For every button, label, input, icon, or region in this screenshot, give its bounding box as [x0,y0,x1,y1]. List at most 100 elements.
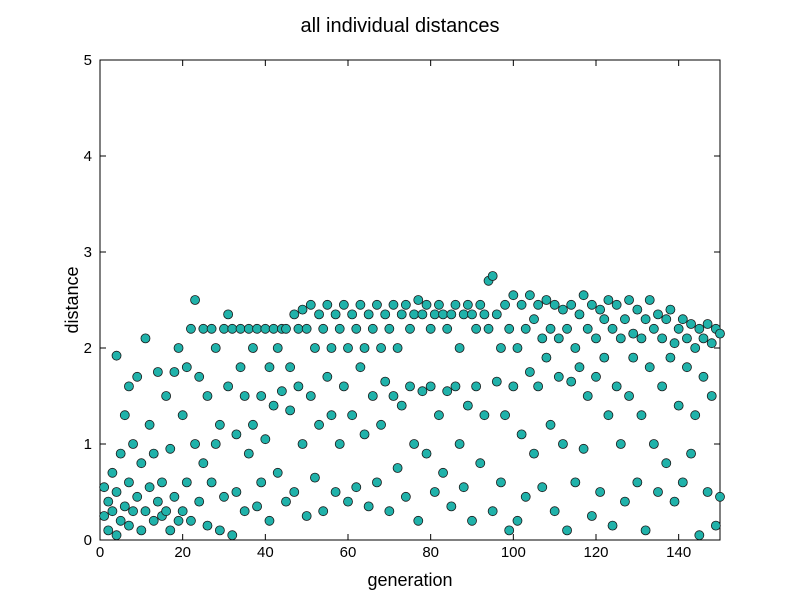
data-point [421,448,432,459]
data-point [297,439,308,449]
data-point [223,381,234,392]
data-point [301,511,312,521]
data-point [537,333,548,344]
data-point [496,343,506,353]
data-point [239,506,250,517]
data-point [620,314,630,325]
data-point [425,381,436,392]
data-point [272,343,283,353]
data-point [409,309,420,320]
data-point [161,506,172,517]
data-point [99,511,110,521]
data-point [165,443,176,454]
data-point [293,381,304,392]
data-point [231,429,242,440]
data-point [260,323,271,334]
data-point [665,352,676,363]
data-point [190,439,200,449]
data-point [334,439,345,449]
data-point [673,400,684,411]
data-point [252,323,262,334]
data-point [504,525,515,536]
data-point [599,314,610,325]
y-tick-label: 1 [84,436,92,453]
data-point [305,299,316,310]
data-point [409,439,420,449]
data-point [603,410,614,421]
data-point [107,467,118,478]
data-point [384,323,395,334]
data-point [376,343,386,353]
data-point [442,386,453,397]
data-point [359,429,370,440]
data-point [322,371,333,382]
data-point [471,381,482,392]
data-point [256,391,267,401]
x-tick-label: 140 [666,544,691,561]
data-point [347,410,358,421]
data-point [454,343,465,353]
data-point [334,323,345,334]
data-point [644,362,655,373]
x-tick-label: 80 [422,544,439,561]
x-tick-label: 20 [174,544,191,561]
data-point [268,400,279,411]
data-point [177,506,188,517]
data-point [219,323,229,334]
data-point [169,491,180,502]
data-point [615,333,626,344]
data-point [330,309,341,320]
data-point [326,410,337,421]
data-point [152,496,163,507]
data-point [132,491,143,502]
data-point [487,271,498,281]
data-point [318,506,329,517]
data-point [140,506,151,517]
data-point [392,343,403,353]
data-point [252,501,262,512]
data-point [677,477,688,488]
data-point [715,491,725,502]
chart-title: all individual distances [300,15,499,37]
data-point [446,309,457,320]
data-point [243,323,254,334]
data-point [653,487,663,497]
data-point [640,525,651,536]
data-point [124,520,134,531]
x-tick-label: 60 [340,544,357,561]
data-point [417,309,428,320]
data-point [640,314,651,325]
data-point [359,343,370,353]
data-point [202,520,213,531]
data-point [690,410,701,421]
data-point [227,323,238,334]
data-point [698,371,709,382]
data-point [516,299,527,310]
x-tick-label: 40 [257,544,274,561]
data-point [611,299,622,310]
data-point [620,496,630,507]
data-point [405,323,415,334]
data-point [173,343,184,353]
data-point [599,352,610,363]
data-point [570,343,581,353]
data-point [314,419,324,430]
data-point [429,309,440,320]
data-point [111,487,122,497]
data-point [305,391,316,401]
data-point [690,343,701,353]
data-point [301,323,312,334]
data-point [338,381,349,392]
y-tick-label: 2 [84,340,92,357]
data-point [491,309,502,320]
data-point [400,299,411,310]
data-point [115,448,126,459]
data-point [248,343,258,353]
data-point [210,439,221,449]
data-point [367,391,378,401]
data-point [615,439,626,449]
data-point [417,386,428,397]
data-point [574,362,585,373]
y-axis-label: distance [62,266,82,333]
